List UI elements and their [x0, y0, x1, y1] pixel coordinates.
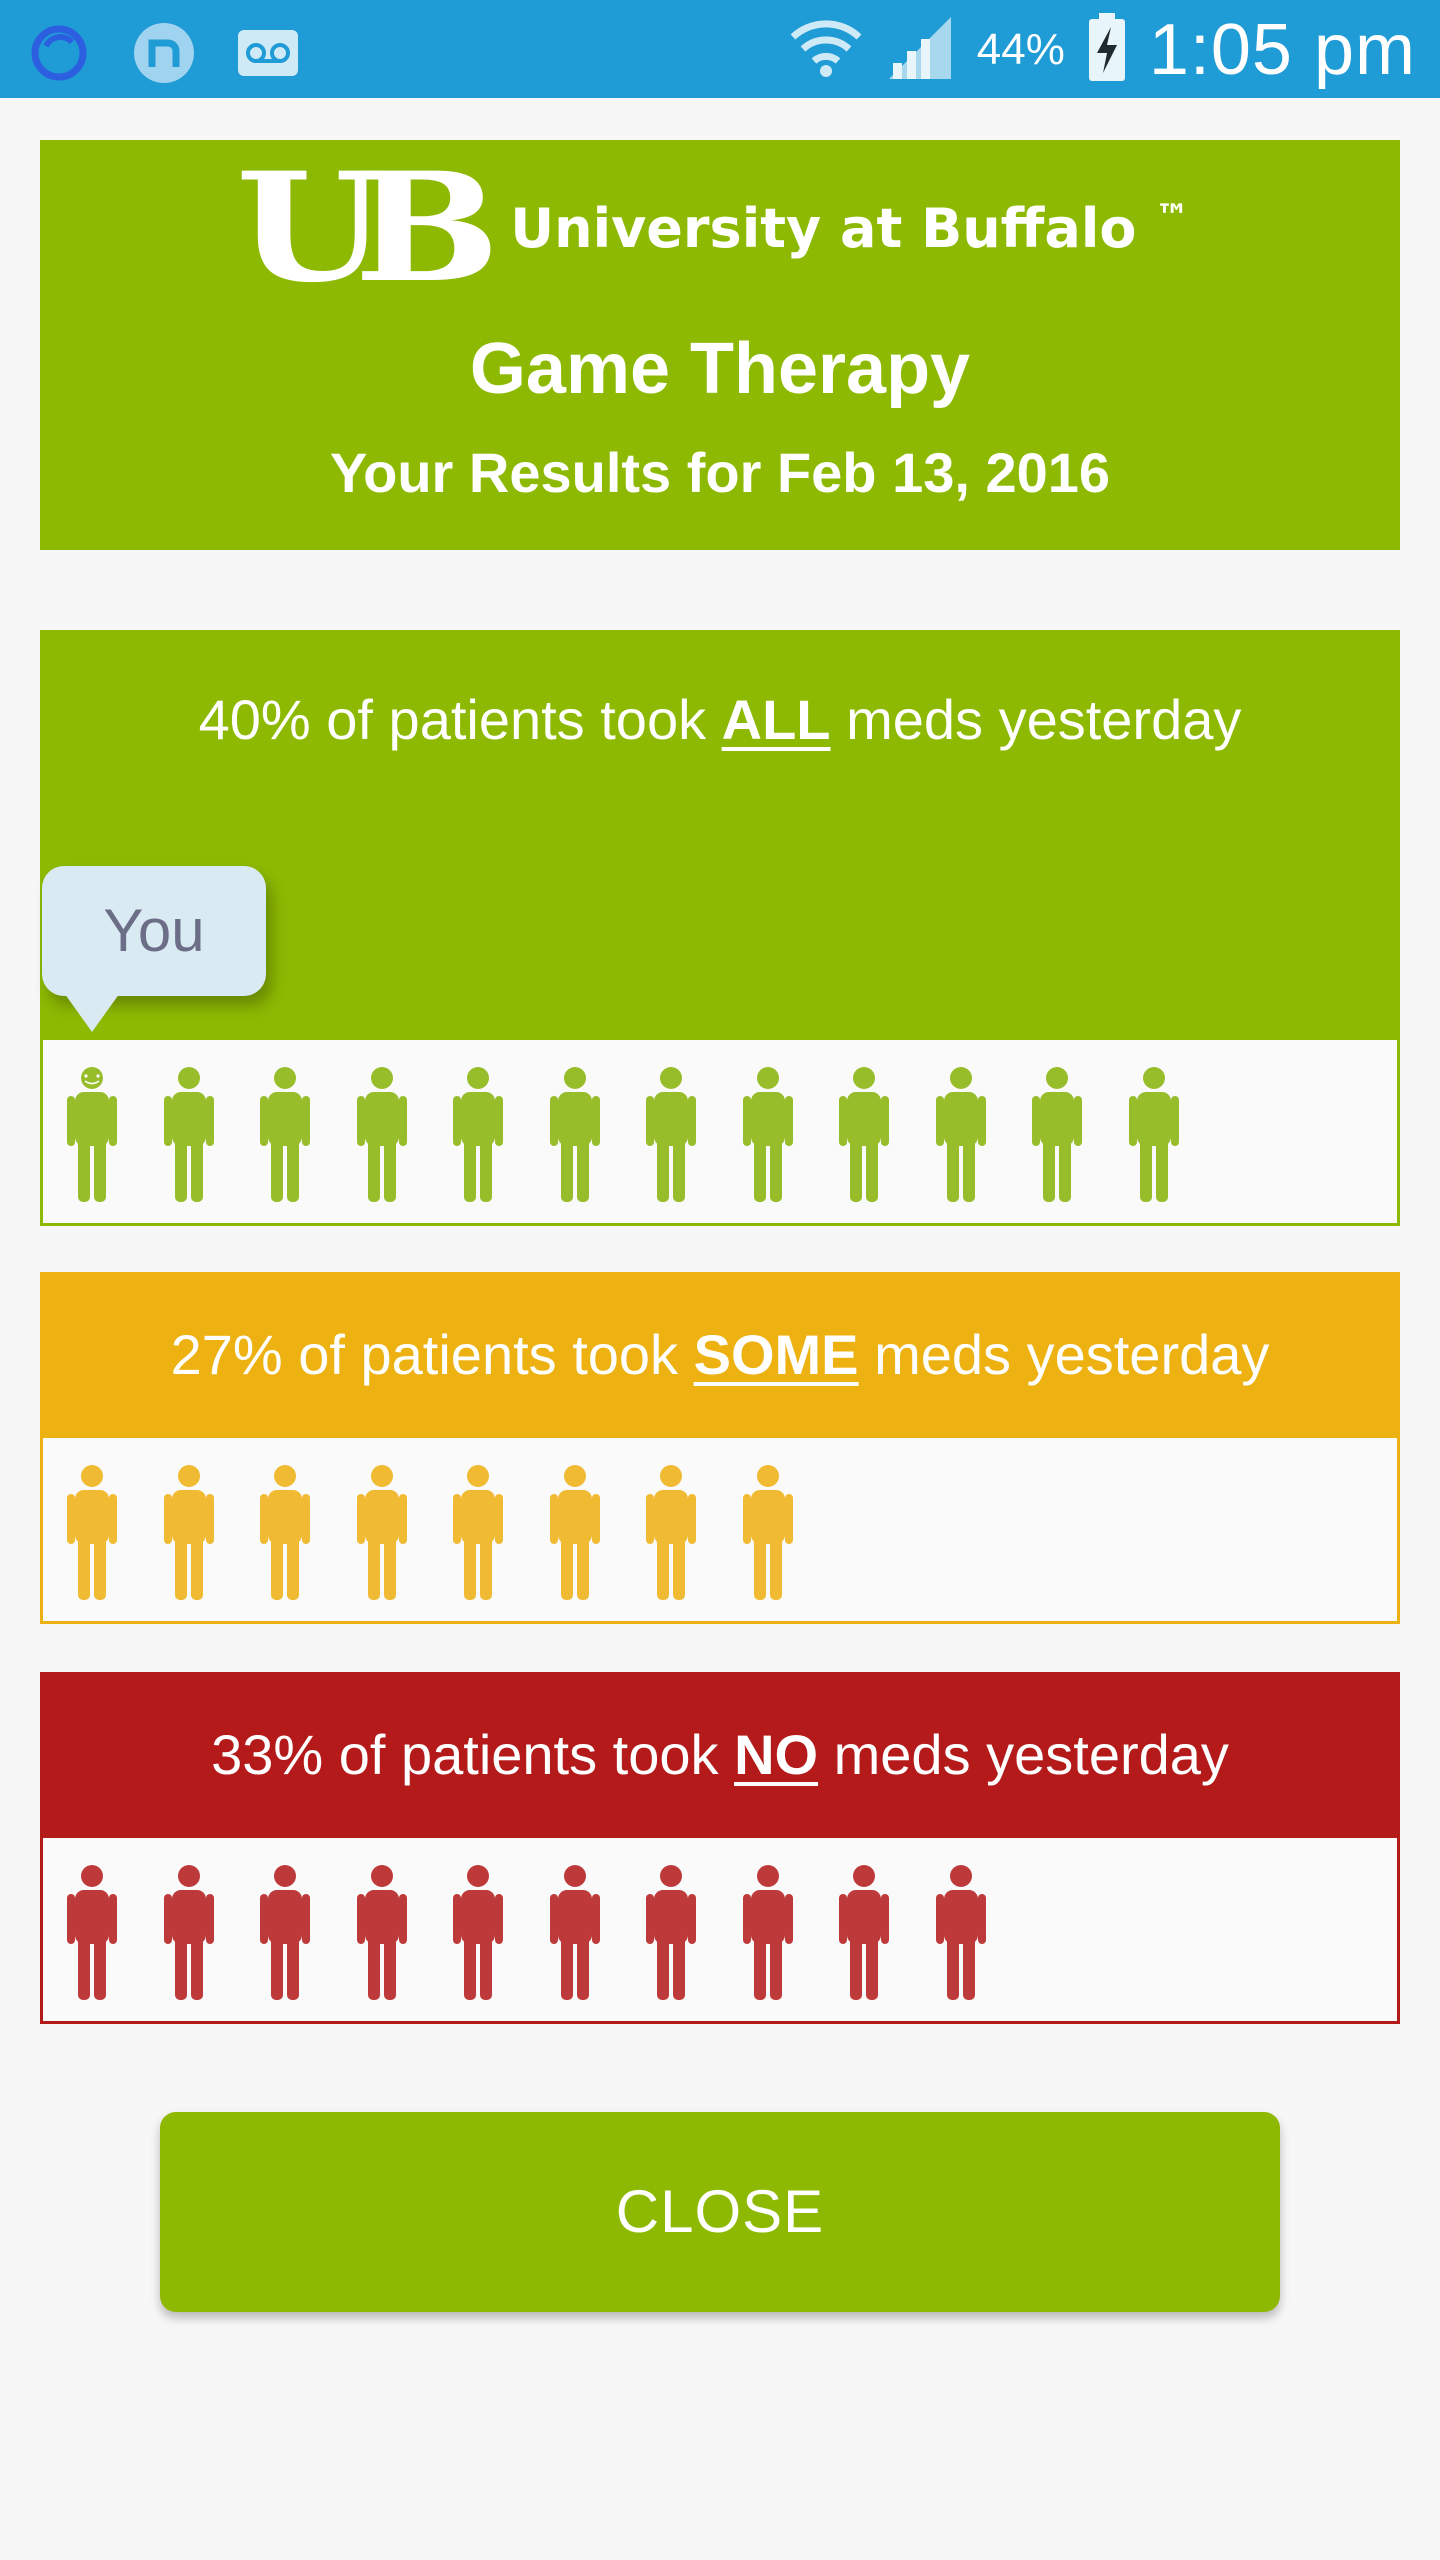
- person-icon: [548, 1864, 602, 2000]
- person-icon: [741, 1066, 795, 1202]
- battery-percent: 44%: [976, 25, 1065, 74]
- stat-card-some: 27% of patients took SOME meds yesterday: [40, 1272, 1400, 1624]
- person-icon: [355, 1066, 409, 1202]
- person-icon: [741, 1864, 795, 2000]
- header-card: UB University at Buffalo ™ Game Therapy …: [40, 140, 1400, 550]
- notification-n-icon: [132, 21, 196, 90]
- people-row-none: [40, 1838, 1400, 2024]
- person-icon: [644, 1464, 698, 1600]
- person-icon: [837, 1864, 891, 2000]
- stat-header-some: 27% of patients took SOME meds yesterday: [40, 1272, 1400, 1438]
- person-icon: [258, 1864, 312, 2000]
- person-icon: [451, 1066, 505, 1202]
- stat-keyword-all: ALL: [721, 688, 831, 751]
- stat-card-none: 33% of patients took NO meds yesterday: [40, 1672, 1400, 2024]
- university-name: University at Buffalo ™: [510, 196, 1190, 260]
- you-tooltip-pointer: [62, 990, 122, 1032]
- battery-charging-icon: [1087, 12, 1127, 88]
- person-icon: [451, 1464, 505, 1600]
- stat-header-none: 33% of patients took NO meds yesterday: [40, 1672, 1400, 1838]
- person-icon: [451, 1864, 505, 2000]
- person-icon: [934, 1864, 988, 2000]
- app-title: Game Therapy: [469, 329, 971, 409]
- you-tooltip: You: [42, 866, 266, 996]
- people-row-all: [40, 1040, 1400, 1226]
- close-button[interactable]: CLOSE: [160, 2112, 1280, 2312]
- person-icon: [65, 1464, 119, 1600]
- person-icon: [837, 1066, 891, 1202]
- person-icon: [1030, 1066, 1084, 1202]
- voicemail-icon: [236, 28, 300, 83]
- university-logo: UB University at Buffalo ™: [40, 140, 1400, 316]
- sync-icon: [26, 20, 92, 91]
- stat-keyword-none: NO: [734, 1723, 819, 1786]
- person-icon: [258, 1464, 312, 1600]
- person-icon: [741, 1464, 795, 1600]
- status-bar: 44% 1:05 pm: [0, 0, 1440, 98]
- person-icon: [644, 1066, 698, 1202]
- wifi-icon: [789, 13, 863, 88]
- person-icon: [644, 1864, 698, 2000]
- results-date: Your Results for Feb 13, 2016: [329, 441, 1111, 504]
- person-icon: [258, 1066, 312, 1202]
- people-row-some: [40, 1438, 1400, 1624]
- stat-header-all: 40% of patients took ALL meds yesterday: [40, 630, 1400, 1040]
- person-icon: [934, 1066, 988, 1202]
- person-icon: [162, 1066, 216, 1202]
- ub-logo-icon: UB: [235, 140, 500, 316]
- person-icon: [548, 1066, 602, 1202]
- signal-icon: [885, 13, 955, 88]
- person-icon: [162, 1464, 216, 1600]
- person-icon-you: [65, 1066, 119, 1202]
- person-icon: [548, 1464, 602, 1600]
- stat-keyword-some: SOME: [693, 1323, 859, 1386]
- stat-card-all: 40% of patients took ALL meds yesterday: [40, 630, 1400, 1226]
- person-icon: [65, 1864, 119, 2000]
- person-icon: [355, 1464, 409, 1600]
- person-icon: [1127, 1066, 1181, 1202]
- person-icon: [162, 1864, 216, 2000]
- person-icon: [355, 1864, 409, 2000]
- clock: 1:05 pm: [1148, 10, 1416, 90]
